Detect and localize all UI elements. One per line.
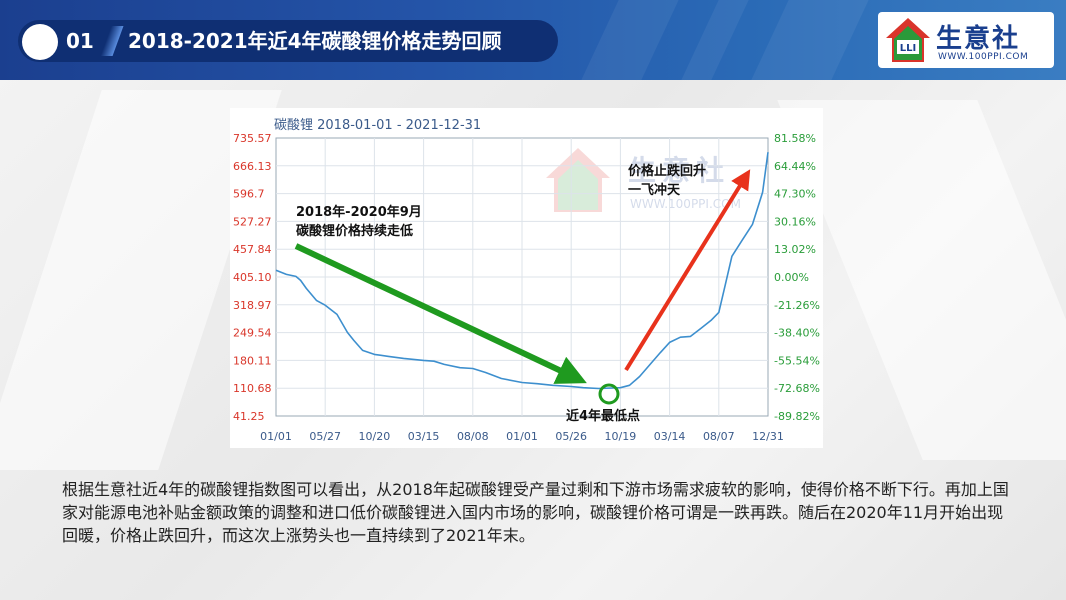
x-tick-label: 10/20 <box>359 430 391 443</box>
x-tick-label: 08/08 <box>457 430 489 443</box>
brand-url: WWW.100PPI.COM <box>938 52 1029 62</box>
x-tick-label: 03/15 <box>408 430 440 443</box>
chart-title: 碳酸锂 2018-01-01 - 2021-12-31 <box>274 118 481 133</box>
annotation-rebound: 价格止跌回升 <box>628 163 706 179</box>
header-circle-icon <box>22 24 58 60</box>
y-right-tick-label: -21.26% <box>774 299 820 312</box>
svg-text:LLI: LLI <box>900 43 916 54</box>
y-left-tick-label: 735.57 <box>233 132 272 145</box>
y-right-tick-label: -38.40% <box>774 327 820 340</box>
description-paragraph: 根据生意社近4年的碳酸锂指数图可以看出，从2018年起碳酸锂受产量过剩和下游市场… <box>62 480 1009 545</box>
y-left-tick-label: 249.54 <box>233 327 272 340</box>
y-right-tick-label: 0.00% <box>774 271 809 284</box>
y-right-tick-label: -89.82% <box>774 410 820 423</box>
y-left-tick-label: 41.25 <box>233 410 265 423</box>
y-right-tick-label: -55.54% <box>774 354 820 367</box>
y-left-tick-label: 666.13 <box>233 160 272 173</box>
annotation-decline-period: 2018年-2020年9月 <box>296 204 422 220</box>
y-right-tick-label: 64.44% <box>774 160 816 173</box>
y-left-tick-label: 596.7 <box>233 188 265 201</box>
x-tick-label: 08/07 <box>703 430 735 443</box>
up-trend-arrow <box>624 169 751 372</box>
x-tick-label: 05/27 <box>309 430 341 443</box>
brand-name: 生意社 <box>936 24 1021 54</box>
lowest-point-marker <box>598 383 620 405</box>
price-series-line <box>275 152 769 390</box>
y-left-tick-label: 405.10 <box>233 271 272 284</box>
y-left-tick-label: 527.27 <box>233 215 272 228</box>
x-tick-label: 05/26 <box>555 430 587 443</box>
x-tick-label: 01/01 <box>506 430 538 443</box>
brand-logo: LLI 生意社 WWW.100PPI.COM <box>878 12 1054 68</box>
x-tick-label: 03/14 <box>654 430 686 443</box>
x-tick-label: 12/31 <box>752 430 784 443</box>
y-right-tick-label: 30.16% <box>774 215 816 228</box>
svg-text:生意社: 生意社 <box>628 154 730 187</box>
y-left-tick-label: 110.68 <box>233 382 272 395</box>
section-number: 01 <box>66 29 94 53</box>
down-trend-arrow <box>294 243 587 384</box>
header-bar: 01 2018-2021年近4年碳酸锂价格走势回顾 LLI 生意社 WWW.10… <box>0 0 1066 80</box>
y-right-tick-label: 13.02% <box>774 243 816 256</box>
y-right-tick-label: 81.58% <box>774 132 816 145</box>
y-left-tick-label: 318.97 <box>233 299 272 312</box>
x-tick-label: 01/01 <box>260 430 292 443</box>
annotation-lowest-point: 近4年最低点 <box>566 408 640 424</box>
annotation-soar: 一飞冲天 <box>628 182 681 198</box>
svg-text:WWW.100PPI.COM: WWW.100PPI.COM <box>630 197 741 211</box>
y-left-tick-label: 180.11 <box>233 354 272 367</box>
y-right-tick-label: 47.30% <box>774 188 816 201</box>
y-right-tick-label: -72.68% <box>774 382 820 395</box>
y-left-tick-label: 457.84 <box>233 243 272 256</box>
house-logo-icon: LLI <box>886 18 930 62</box>
page-title: 2018-2021年近4年碳酸锂价格走势回顾 <box>128 29 502 53</box>
lithium-price-chart: 碳酸锂 2018-01-01 - 2021-12-31 生意社 WWW.100PPI… <box>233 118 820 443</box>
x-tick-label: 10/19 <box>605 430 637 443</box>
price-chart-card: 碳酸锂 2018-01-01 - 2021-12-31 生意社 WWW.100PPI… <box>230 108 823 448</box>
annotation-decline-text: 碳酸锂价格持续走低 <box>296 223 413 239</box>
watermark-logo-icon: 生意社 WWW.100PPI.COM <box>546 148 741 212</box>
